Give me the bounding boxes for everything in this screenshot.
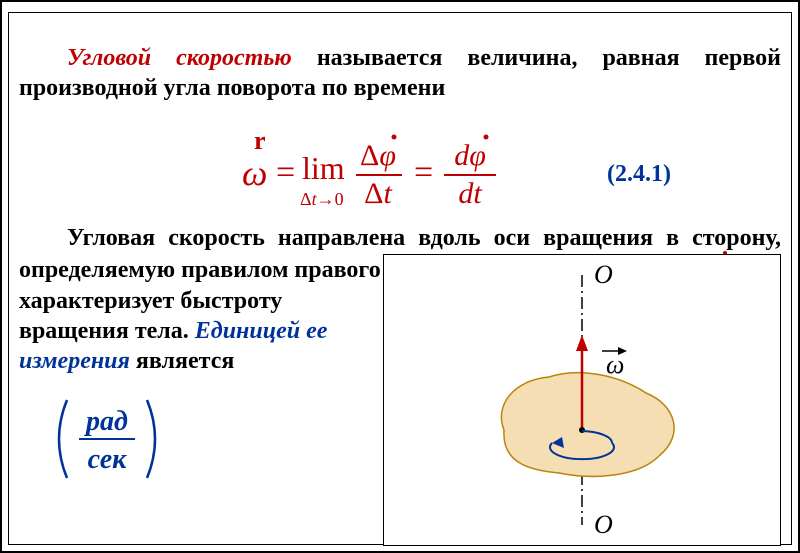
equation-svg: r ω = lim Δt→0 Δφ Δt = dφ dt — [230, 127, 570, 217]
is-text: является — [130, 348, 234, 374]
term-angular-velocity: Угловой скоростью — [67, 45, 292, 71]
svg-text:=: = — [276, 154, 295, 191]
axis-label-top: O — [594, 260, 613, 289]
rotating-body — [501, 372, 674, 476]
svg-text:Δφ: Δφ — [360, 139, 396, 172]
svg-text:=: = — [414, 154, 433, 191]
omega-label: ω — [606, 350, 624, 379]
svg-text:ω: ω — [242, 153, 267, 193]
characterizes-line1: характеризует быстроту — [19, 286, 379, 316]
definition-paragraph: Угловой скоростью называется величина, р… — [19, 43, 781, 103]
svg-text:Δt: Δt — [364, 177, 392, 210]
svg-text:Δt→0: Δt→0 — [300, 189, 344, 209]
slide-outer-frame: Угловой скоростью называется величина, р… — [0, 0, 800, 553]
omega-origin-point — [579, 427, 585, 433]
svg-text:lim: lim — [302, 150, 345, 186]
characterizes-line2: вращения тела. Единицей ее измерения явл… — [19, 316, 379, 376]
diagram-svg: O O ω — [384, 255, 780, 543]
slide-inner-frame: Угловой скоростью называется величина, р… — [8, 12, 792, 545]
axis-label-bottom: O — [594, 510, 613, 539]
svg-text:dφ: dφ — [454, 139, 486, 172]
unit-box: рад сек — [45, 394, 175, 489]
equation-block: r ω = lim Δt→0 Δφ Δt = dφ dt — [19, 127, 781, 217]
omega-vector-head — [576, 335, 588, 351]
unit-svg: рад сек — [45, 394, 175, 484]
unit-denominator: сек — [88, 444, 127, 475]
rotation-text: вращения тела. — [19, 318, 189, 344]
rotation-diagram: O O ω — [383, 254, 781, 546]
svg-text:r: r — [254, 127, 266, 155]
svg-text:dt: dt — [458, 177, 482, 210]
split-area: характеризует быстроту вращения тела. Ед… — [19, 286, 781, 553]
unit-numerator: рад — [84, 406, 128, 437]
left-column: характеризует быстроту вращения тела. Ед… — [19, 286, 379, 489]
equation-number: (2.4.1) — [607, 161, 671, 188]
